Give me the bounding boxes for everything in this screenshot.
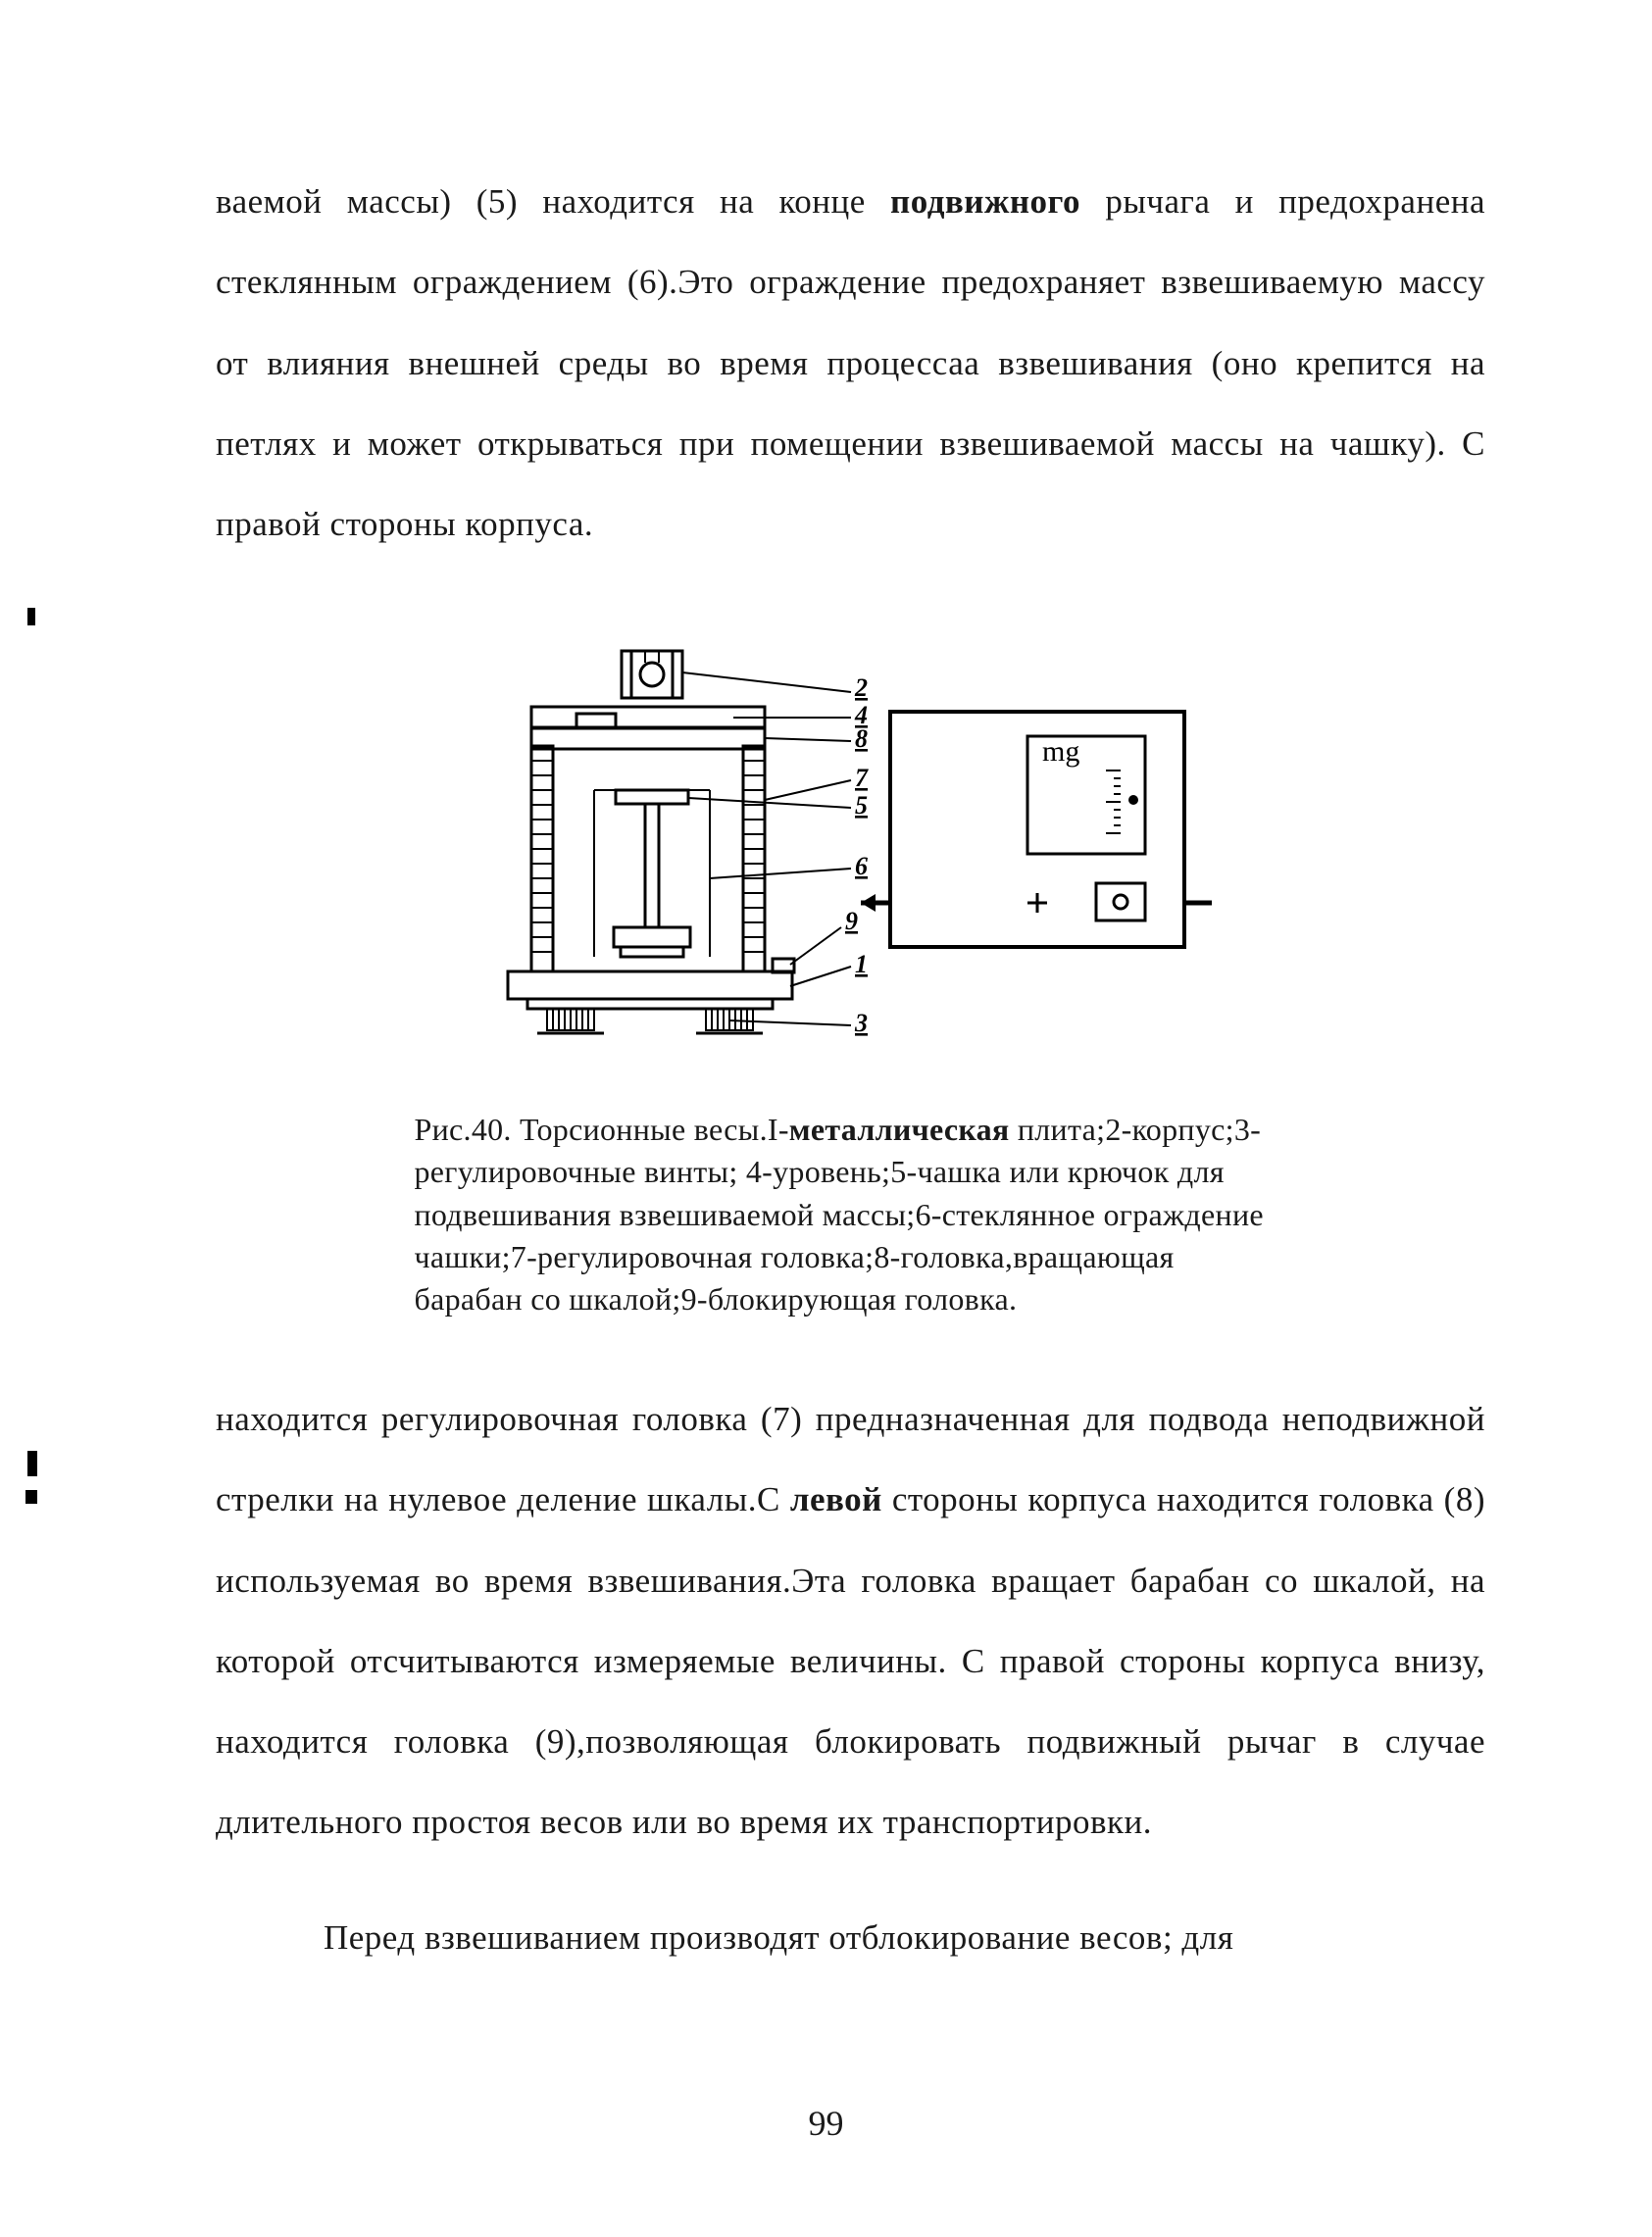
callout-7: 7 [855,764,869,792]
callout-8: 8 [855,724,868,753]
p1-mid: рычага и предохранена стеклянным огражде… [216,182,1485,543]
p1-pre: ваемой массы) (5) находится на конце [216,182,890,221]
p2-mid: стороны корпуса находится головка (8) ис… [216,1480,1485,1841]
caption-pre: Рис.40. Торсионные весы.I- [415,1112,789,1147]
figure-40: 2 4 8 7 5 6 9 1 3 mg Рис.40. Торсионные … [216,633,1485,1320]
paragraph-3: Перед взвешиванием производят отблокиров… [216,1898,1485,1978]
scan-artifact [25,1490,37,1504]
caption-bold: металлическая [789,1112,1010,1147]
page-number: 99 [0,2103,1652,2144]
display-label: mg [1042,735,1079,768]
p1-bold1: подвижного [890,182,1080,221]
scan-artifact [27,608,35,625]
paragraph-1: ваемой массы) (5) находится на конце под… [216,162,1485,565]
callout-2: 2 [854,673,868,702]
callout-9: 9 [845,907,858,935]
figure-svg: 2 4 8 7 5 6 9 1 3 mg [478,633,1224,1065]
callout-1: 1 [855,950,868,978]
paragraph-2: находится регулировочная головка (7) пре… [216,1379,1485,1864]
figure-caption: Рис.40. Торсионные весы.I-металлическая … [415,1109,1287,1320]
p2-bold1: левой [790,1480,882,1518]
callout-5: 5 [855,791,868,820]
scanned-page: ваемой массы) (5) находится на конце под… [0,0,1652,2237]
scan-artifact [27,1451,37,1476]
callout-3: 3 [854,1009,868,1037]
callout-6: 6 [855,852,868,880]
